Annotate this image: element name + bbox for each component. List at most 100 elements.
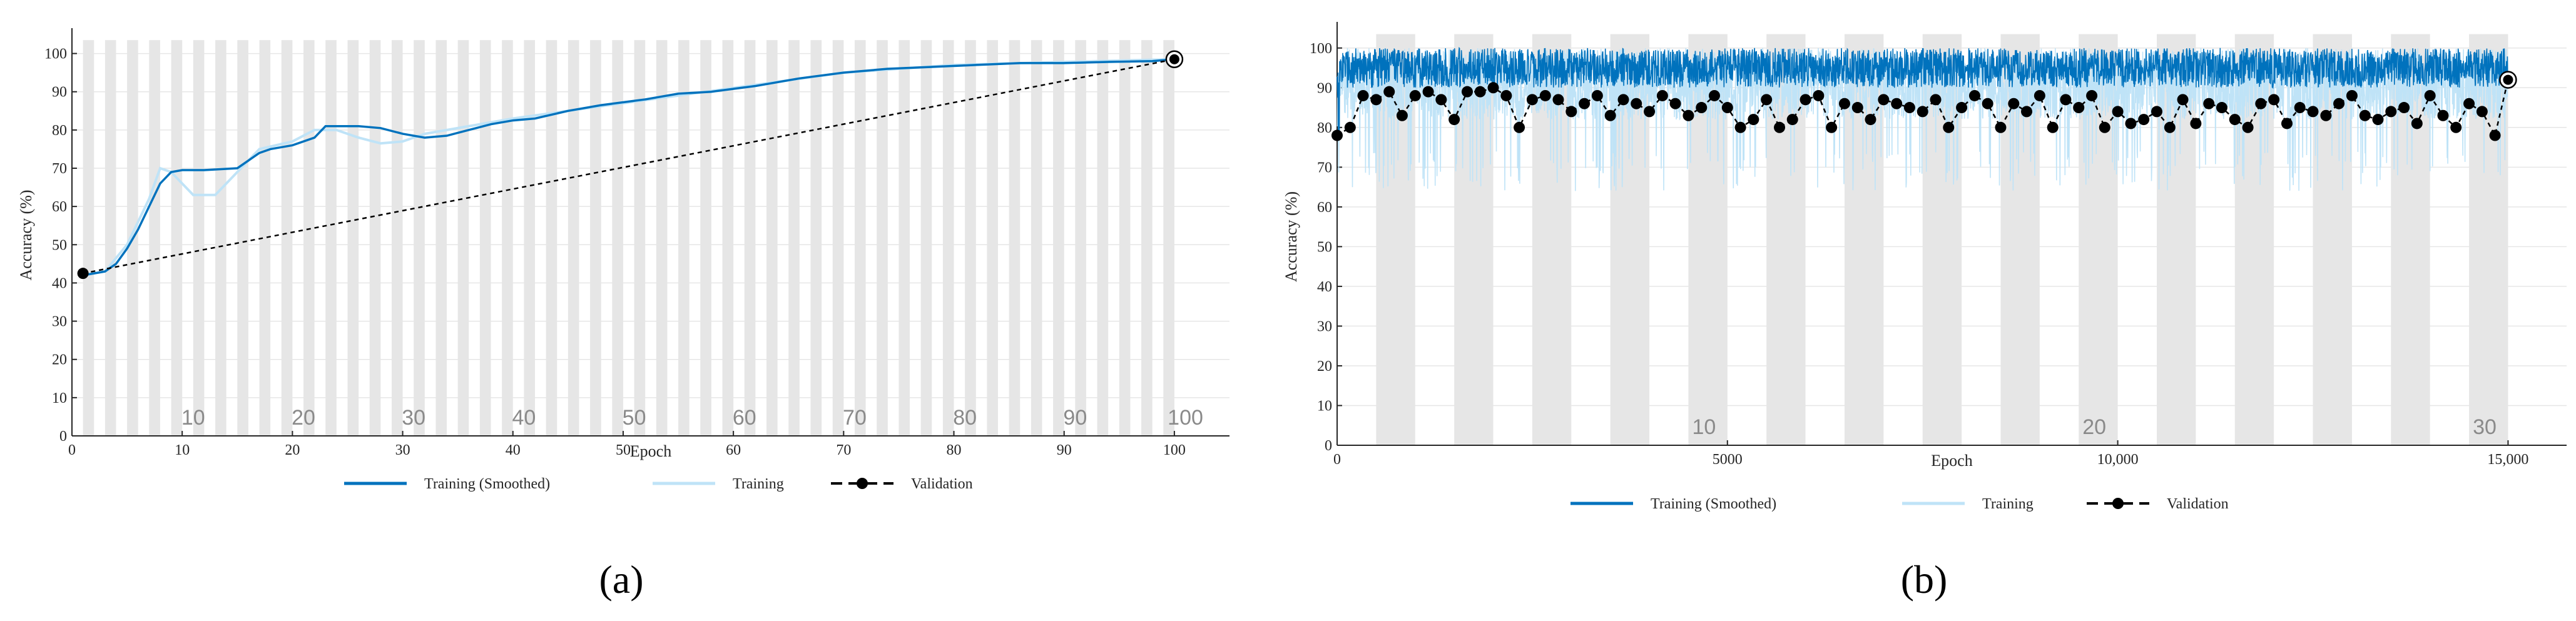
validation-point [2503,74,2513,85]
validation-point [1500,89,1512,101]
validation-point [1169,54,1179,64]
validation-point [1357,89,1369,101]
epoch-band [1031,40,1042,436]
validation-point [2047,121,2059,133]
validation-point [1644,106,1656,118]
panel-a: 0 10 20 30 40 50 60 70 80 90 100 0 10 20 30 40 50 60 70 80 9… [17,28,1229,602]
epoch-band [987,40,998,436]
epoch-band [810,40,822,436]
epoch-band [700,40,711,436]
validation-point [1696,102,1708,114]
y-tick-label: 20 [52,352,67,368]
legend-label-validation: Validation [911,476,973,492]
y-tick-label: 30 [1317,318,1332,335]
validation-point [1995,121,2007,133]
validation-point [1474,86,1486,98]
validation-point [1917,106,1928,118]
validation-point [2385,106,2397,118]
validation-point [1461,86,1473,98]
validation-point [2060,94,2072,106]
y-tick-label: 80 [1317,120,1332,136]
validation-point [1448,114,1460,126]
x-tick-label: 5000 [1713,452,1743,468]
epoch-band [104,40,116,436]
epoch-label: 70 [843,406,867,430]
epoch-bands [83,40,1174,436]
epoch-label: 10 [181,406,205,430]
validation-point [2008,98,2020,109]
epoch-band [457,40,469,436]
epoch-band [171,40,183,436]
validation-point [1982,98,1993,109]
validation-point [1708,89,1720,101]
validation-point [1851,102,1863,114]
epoch-band [237,40,248,436]
epoch-band [832,40,844,436]
validation-point [2242,121,2254,133]
epoch-band [568,40,579,436]
x-tick-label: 70 [836,442,851,458]
validation-line [83,58,1175,275]
validation-point [2021,106,2033,118]
legend-marker-validation [857,478,868,489]
y-tick-label: 50 [52,237,67,253]
validation-point [1748,114,1759,126]
y-tick-label: 20 [1317,358,1332,375]
epoch-band [854,40,866,436]
y-tick-label: 10 [52,390,67,406]
validation-point [1774,121,1786,133]
validation-point [2294,102,2306,114]
validation-point [2255,98,2267,109]
validation-point [2424,89,2436,101]
validation-point [2177,94,2189,106]
validation-point [1396,109,1408,121]
epoch-label: 40 [512,406,536,430]
x-tick-label: 60 [726,442,741,458]
epoch-label: 20 [292,406,315,430]
validation-point [2437,109,2449,121]
epoch-band [920,40,932,436]
validation-point [2307,106,2319,118]
validation-point [2372,114,2384,126]
epoch-band [899,40,910,436]
validation-point [2112,106,2124,118]
y-tick-label: 100 [44,46,67,63]
epoch-band [634,40,646,436]
validation-point [2268,94,2280,106]
validation-point [2489,129,2501,141]
x-tick-label: 40 [506,442,521,458]
validation-point [1617,94,1629,106]
legend: Training (Smoothed) Training Validation [344,476,973,492]
validation-point [1891,98,1903,109]
x-tick-label: 100 [1163,442,1186,458]
validation-point [2190,118,2202,129]
x-tick-label: 50 [616,442,631,458]
validation-point [1409,89,1421,101]
validation-point [1370,94,1382,106]
y-tick-label: 100 [1310,41,1332,57]
x-tick-label: 10,000 [2097,452,2139,468]
validation-point [1539,89,1551,101]
epoch-band [347,40,359,436]
epoch-band [678,40,690,436]
validation-point [2138,114,2150,126]
epoch-label: 90 [1063,406,1087,430]
legend-label-smoothed: Training (Smoothed) [1651,496,1776,512]
y-tick-label: 0 [59,428,67,445]
epoch-band [435,40,447,436]
epoch-band [414,40,425,436]
epoch-band [524,40,535,436]
y-tick-label: 90 [1317,80,1332,96]
validation-point [2346,89,2358,101]
validation-point [1786,114,1798,126]
epoch-band [877,40,888,436]
validation-point [1761,94,1773,106]
validation-point [2034,89,2045,101]
epoch-band [656,40,668,436]
validation-markers [77,50,1184,280]
validation-point [2333,98,2345,109]
x-tick-label: 30 [395,442,410,458]
validation-point [1865,114,1876,126]
validation-point [2411,118,2423,129]
